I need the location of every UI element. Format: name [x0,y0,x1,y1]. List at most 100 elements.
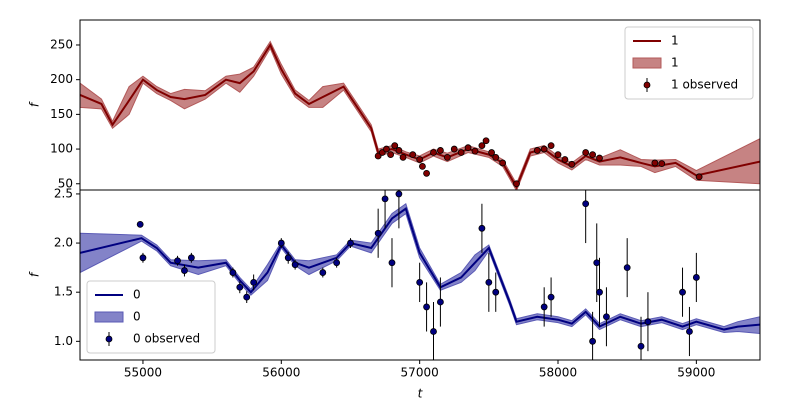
legend: 0 0 0 observed [86,280,216,354]
observation [464,144,472,152]
x-tick-label: 57000 [401,366,439,380]
observation [243,293,251,301]
observation [399,153,407,161]
y-tick-label: 150 [50,107,73,121]
legend-label: 0 [133,310,141,324]
observation [430,328,437,335]
observation [623,264,631,272]
x-tick-label: 56000 [262,366,300,380]
observation [333,259,341,267]
observation [277,239,285,247]
observation [181,267,188,274]
observation [250,278,258,286]
observation [471,147,479,155]
observation [596,288,603,296]
legend-label: 1 [671,56,679,70]
legend-label: 0 [133,288,141,302]
observation [291,261,299,269]
observation [499,159,507,167]
observation [391,142,399,149]
observation [443,153,451,161]
y-tick-label: 200 [50,72,73,86]
observation [450,145,458,153]
observation [582,149,590,156]
observation [603,313,610,321]
legend-patch [94,311,124,323]
observation [561,156,569,163]
observation [651,159,659,167]
x-tick-label: 59000 [677,366,715,380]
observation [423,169,430,177]
observation [492,288,500,296]
y-tick-label: 2.0 [54,236,73,250]
observation [187,254,195,262]
observation [679,288,686,296]
observation [589,151,596,159]
plot-area [80,190,760,360]
observation [139,254,147,262]
observation [547,293,555,301]
legend-marker [105,335,113,343]
observation [319,269,327,276]
observation [686,328,693,335]
plot-area [80,40,760,190]
y-tick-label: 1.5 [54,285,73,299]
observation [416,156,424,163]
observation [381,195,389,203]
observation [692,274,700,281]
observation [568,160,576,168]
legend-label: 0 observed [133,332,200,346]
legend-label: 1 observed [671,78,738,92]
observation [513,180,520,188]
observation [637,342,645,350]
observation [644,318,652,326]
observation [423,303,430,311]
observation [593,259,601,267]
observation [409,151,417,159]
observation [533,147,541,154]
observation [478,224,486,232]
observation [388,259,396,267]
y-tick-label: 100 [50,142,73,156]
y-axis-label: f [28,271,42,277]
observation [284,254,292,262]
observation [482,137,490,145]
confidence-band [80,202,760,334]
observation [419,163,426,170]
observation [430,149,437,156]
observation [589,337,596,345]
x-tick-label: 55000 [124,366,162,380]
observation [374,229,382,237]
observation [395,190,403,198]
observation [695,173,703,181]
observation [229,269,237,276]
x-tick-label: 58000 [539,366,577,380]
observation [387,151,395,159]
legend-patch [632,57,662,69]
y-tick-label: 250 [50,37,73,51]
observation [416,278,424,286]
observation [437,298,444,306]
y-axis-label: f [28,101,42,107]
x-axis-label: t [418,387,424,400]
legend-label: 1 [671,34,679,48]
confidence-band [80,40,760,190]
observation [488,149,495,156]
observation [174,257,181,265]
observation [485,278,493,286]
observation [596,154,603,162]
observation [383,145,390,153]
observation [582,200,590,208]
observation [540,303,548,311]
observation [136,220,144,228]
observation [395,147,403,154]
y-tick-label: 1.0 [54,334,73,348]
observation [347,239,354,247]
observation [437,147,444,154]
observation [540,145,548,153]
observation [236,283,244,291]
observation [658,160,666,168]
legend: 1 1 1 observed [624,26,754,100]
observation [554,151,562,159]
